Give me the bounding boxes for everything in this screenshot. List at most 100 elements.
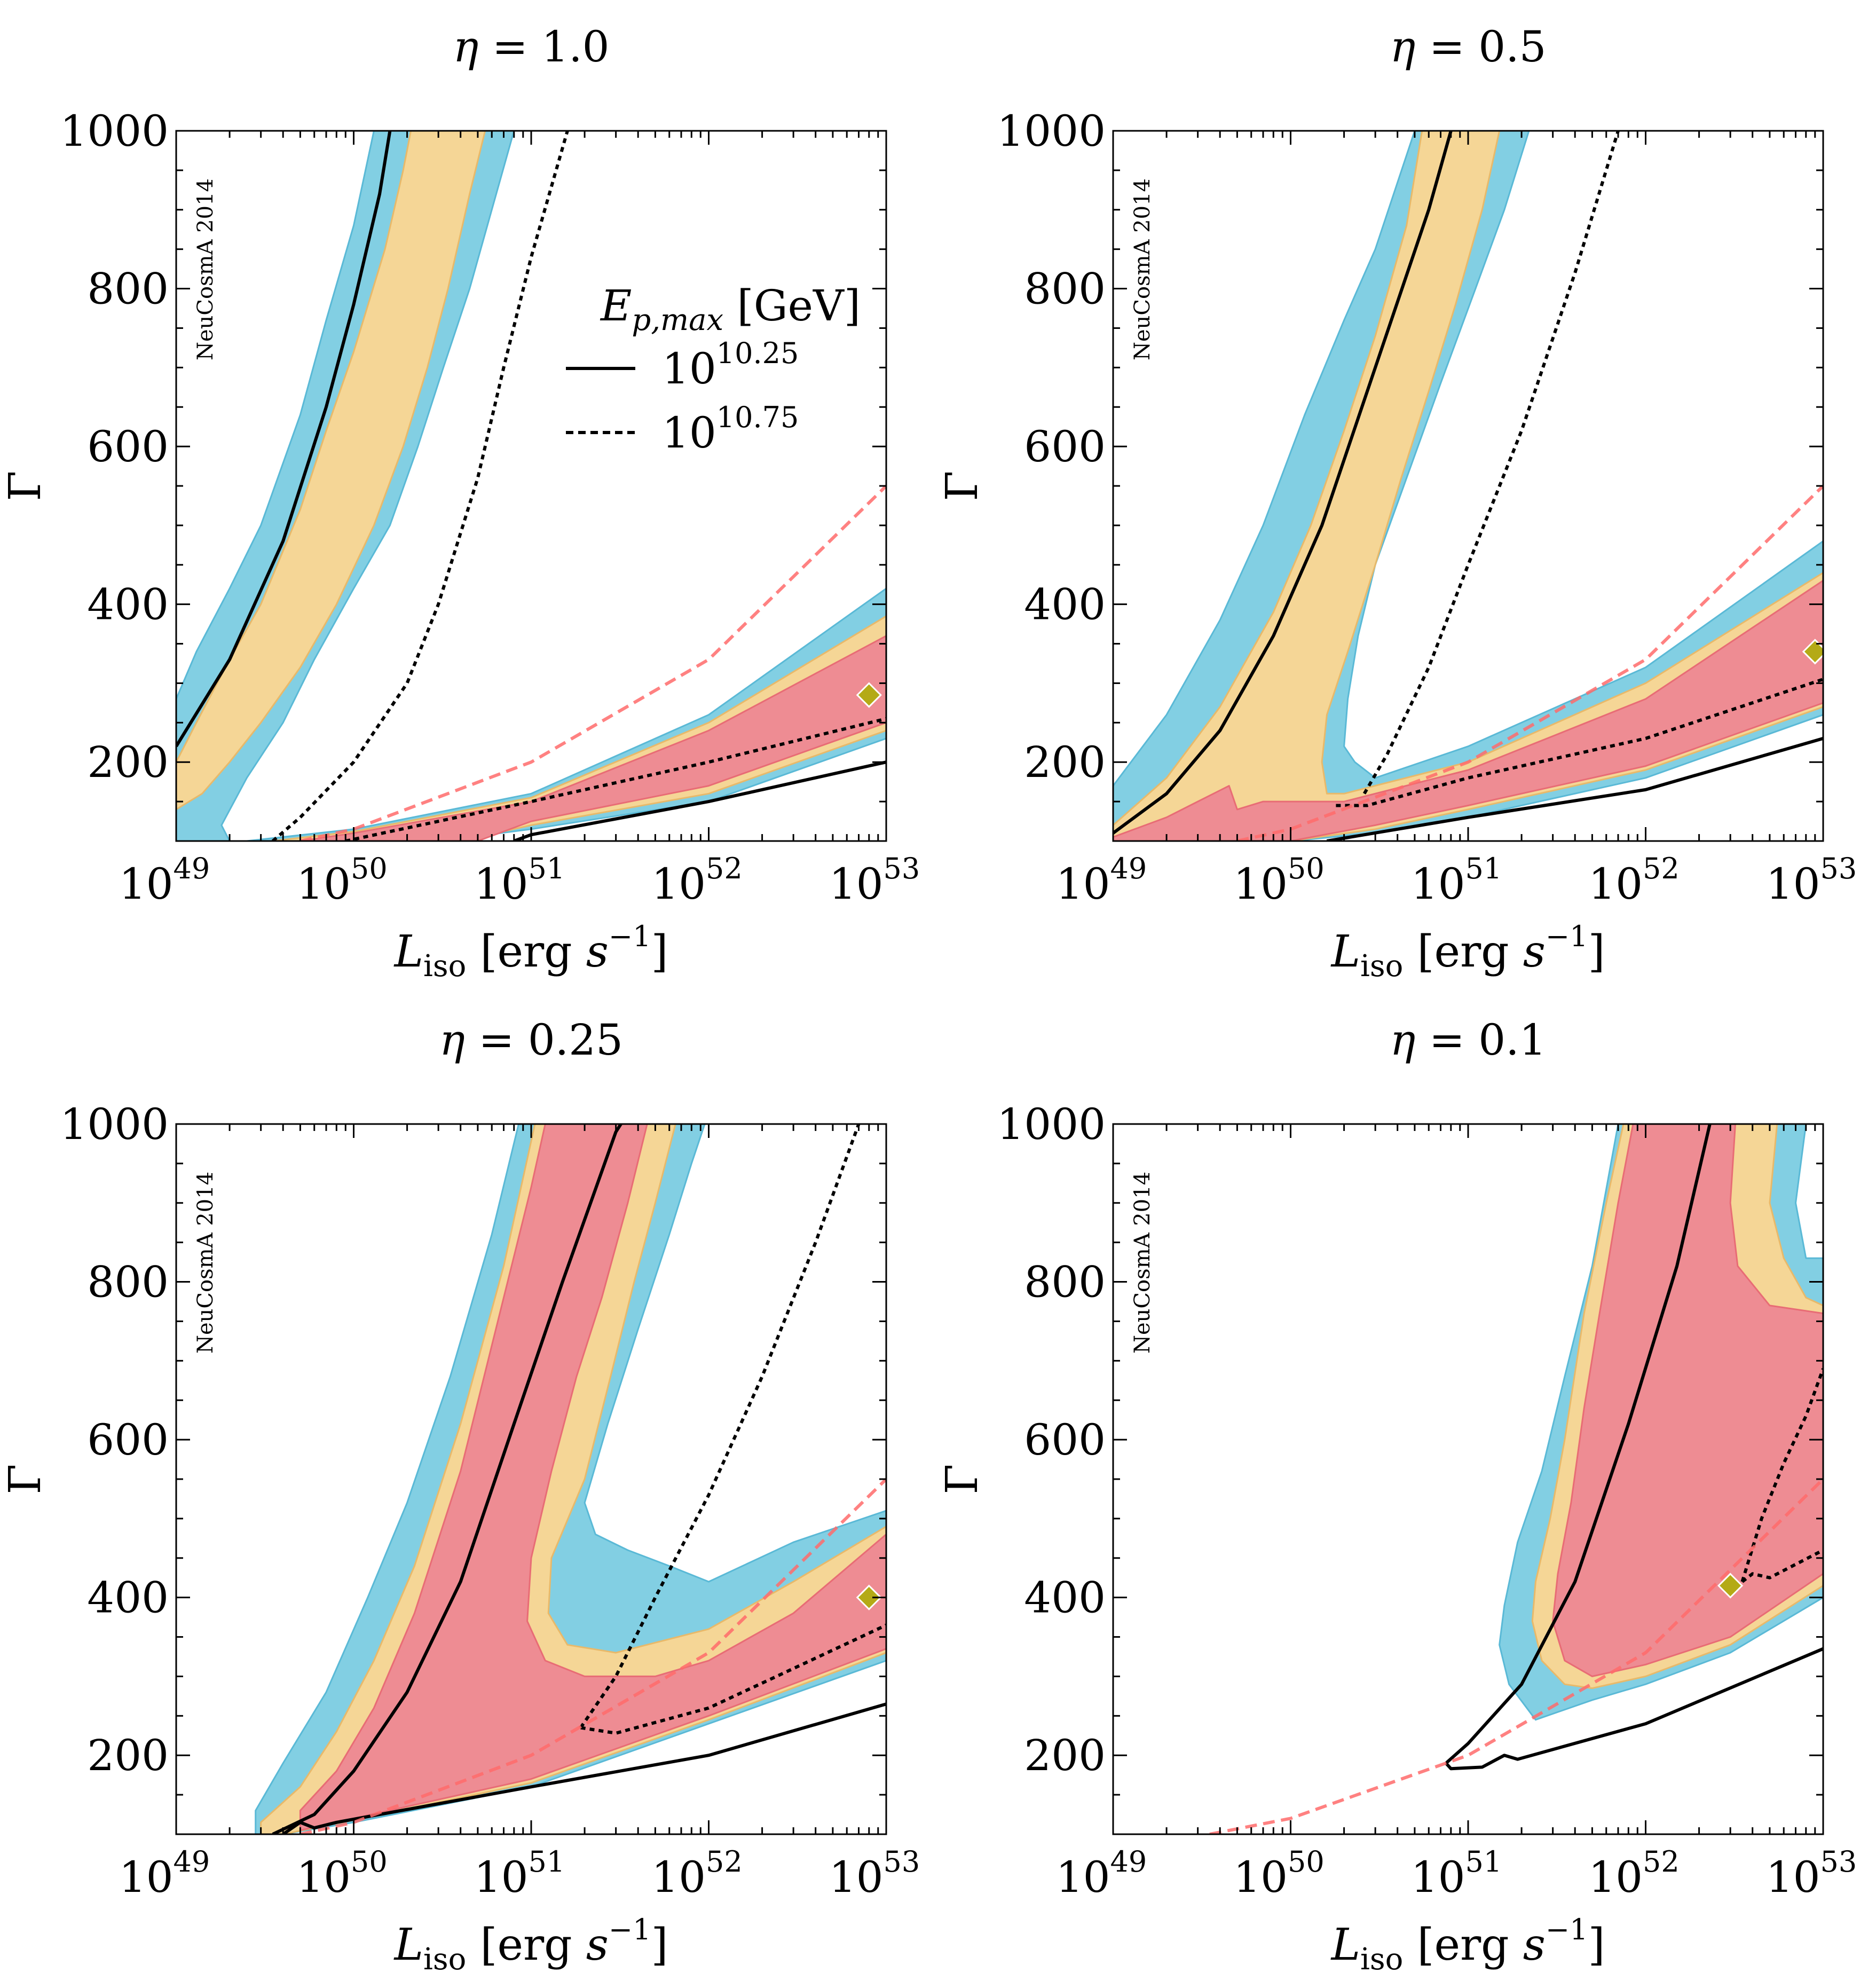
watermark: NeuCosmA 2014 xyxy=(1130,178,1155,360)
x-tick-label: 1050 xyxy=(1233,1845,1325,1902)
x-tick-base: 10 xyxy=(829,859,884,909)
x-tick-label: 1052 xyxy=(651,852,743,909)
x-tick-label: 1049 xyxy=(119,852,210,909)
x-tick-base: 10 xyxy=(1588,1852,1643,1902)
curve-pink-4 xyxy=(1236,484,1823,841)
x-axis-label: Liso [erg s−1] xyxy=(1330,920,1605,984)
title-symbol: η xyxy=(1390,1015,1415,1065)
region-inner-red-2 xyxy=(299,1124,886,1832)
x-tick-label: 1049 xyxy=(1056,852,1147,909)
x-label-sub: iso xyxy=(1360,1942,1403,1977)
region-inner-red-4 xyxy=(299,635,886,841)
x-label-sub: iso xyxy=(1360,949,1403,984)
x-tick-base: 10 xyxy=(296,1852,351,1902)
x-label-exp: −1 xyxy=(609,1913,651,1946)
x-label-unit: [erg xyxy=(466,1920,586,1970)
x-tick-base: 10 xyxy=(119,1852,174,1902)
y-axis-label: Γ xyxy=(937,471,988,501)
x-label-s: s xyxy=(586,926,609,977)
x-tick-label: 1053 xyxy=(829,1845,920,1902)
x-tick-exp: 50 xyxy=(1288,852,1325,885)
x-label-s: s xyxy=(586,1920,609,1970)
x-tick-exp: 53 xyxy=(1820,852,1857,885)
curve-pink-4 xyxy=(1209,1478,1823,1834)
x-tick-label: 1053 xyxy=(829,852,920,909)
x-tick-label: 1049 xyxy=(1056,1845,1147,1902)
x-label-symbol: L xyxy=(393,926,423,977)
x-axis-label: Liso [erg s−1] xyxy=(393,920,668,984)
watermark: NeuCosmA 2014 xyxy=(1130,1172,1155,1354)
x-tick-exp: 51 xyxy=(529,852,565,885)
legend-title: Ep,max [GeV] xyxy=(600,281,861,337)
curve-solid-1 xyxy=(1326,737,1823,841)
x-label-close: ] xyxy=(651,1920,668,1970)
x-label-unit: [erg xyxy=(1403,1920,1523,1970)
y-tick-label: 600 xyxy=(1024,1415,1106,1465)
best-fit-marker[interactable] xyxy=(856,682,882,708)
x-tick-base: 10 xyxy=(1766,859,1820,909)
x-tick-exp: 49 xyxy=(1110,852,1147,885)
x-tick-label: 1050 xyxy=(296,1845,388,1902)
watermark: NeuCosmA 2014 xyxy=(193,178,218,360)
legend-title-symbol: E xyxy=(600,281,632,331)
title-symbol: η xyxy=(453,22,478,72)
x-tick-label: 1049 xyxy=(119,1845,210,1902)
y-tick-label: 800 xyxy=(1024,264,1106,314)
x-label-sub: iso xyxy=(423,949,466,984)
x-tick-label: 1051 xyxy=(474,852,565,909)
x-tick-exp: 51 xyxy=(1465,1845,1502,1879)
title-symbol: η xyxy=(1390,22,1415,72)
legend-title-sub: p,max xyxy=(632,303,723,337)
x-label-symbol: L xyxy=(1330,926,1360,977)
x-tick-base: 10 xyxy=(829,1852,884,1902)
x-tick-exp: 49 xyxy=(174,852,210,885)
title-value: = 1.0 xyxy=(478,22,609,72)
x-tick-label: 1050 xyxy=(1233,852,1325,909)
x-tick-exp: 50 xyxy=(1288,1845,1325,1879)
y-tick-label: 800 xyxy=(1024,1258,1106,1307)
legend-title-unit: [GeV] xyxy=(723,281,861,331)
legend-base: 10 xyxy=(662,344,716,394)
curve-dashed-2 xyxy=(271,131,569,841)
curve-pink-4 xyxy=(299,484,886,841)
title-value: = 0.1 xyxy=(1415,1015,1546,1065)
curve-solid-1 xyxy=(282,1702,886,1834)
x-tick-exp: 52 xyxy=(1643,852,1680,885)
curve-dashed-3 xyxy=(580,1623,886,1735)
y-tick-label: 800 xyxy=(87,1258,169,1307)
panel-title: η = 1.0 xyxy=(453,22,609,72)
region-middle-orange-1 xyxy=(176,131,486,811)
curve-pink-4 xyxy=(299,1478,886,1834)
x-tick-exp: 49 xyxy=(1110,1845,1147,1879)
panel-title: η = 0.5 xyxy=(1390,22,1546,72)
curve-dashed-3 xyxy=(345,717,886,841)
curve-dashed-2 xyxy=(1362,131,1620,795)
x-label-close: ] xyxy=(651,926,668,977)
x-tick-base: 10 xyxy=(1056,859,1110,909)
y-tick-label: 800 xyxy=(87,264,169,314)
y-tick-label: 400 xyxy=(1024,580,1106,630)
x-tick-base: 10 xyxy=(1056,1852,1110,1902)
x-tick-exp: 49 xyxy=(174,1845,210,1879)
panel-title: η = 0.25 xyxy=(439,1015,623,1065)
y-tick-label: 400 xyxy=(1024,1573,1106,1623)
best-fit-marker[interactable] xyxy=(1717,1573,1744,1599)
legend-label-dashed: 1010.75 xyxy=(662,400,799,458)
y-tick-label: 600 xyxy=(1024,422,1106,472)
x-tick-exp: 52 xyxy=(706,852,743,885)
legend-exp: 10.75 xyxy=(716,400,799,434)
y-axis-label: Γ xyxy=(937,1464,988,1495)
x-tick-exp: 52 xyxy=(1643,1845,1680,1879)
y-axis-label: Γ xyxy=(0,471,51,501)
y-tick-label: 400 xyxy=(87,1573,169,1623)
y-tick-label: 600 xyxy=(87,1415,169,1465)
best-fit-marker[interactable] xyxy=(856,1584,882,1610)
x-label-s: s xyxy=(1523,1920,1546,1970)
panel-title: η = 0.1 xyxy=(1390,1015,1546,1065)
y-tick-label: 200 xyxy=(1024,1731,1106,1780)
